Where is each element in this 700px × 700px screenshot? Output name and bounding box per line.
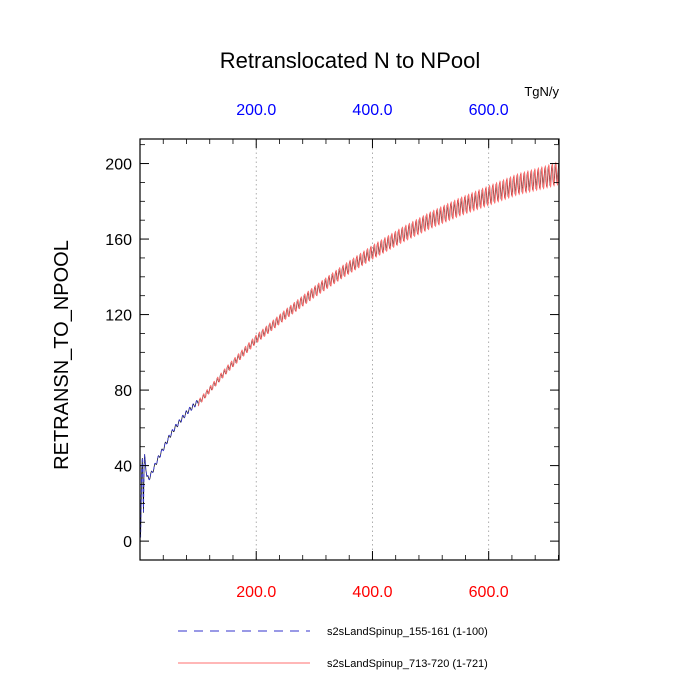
plot-frame	[139, 138, 560, 561]
series-layer	[140, 161, 560, 538]
legend-label-0: s2sLandSpinup_155-161 (1-100)	[327, 626, 488, 638]
y-axis-label: RETRANSN_TO_NPOOL	[51, 240, 73, 470]
legend: s2sLandSpinup_155-161 (1-100) s2sLandSpin…	[178, 626, 488, 670]
x-tick-label-bottom-2: 600.0	[469, 584, 509, 601]
y-tick-label-4: 160	[105, 232, 132, 249]
x-tick-label-top-2: 600.0	[469, 102, 509, 119]
x-tick-label-top-1: 400.0	[352, 102, 392, 119]
legend-label-1: s2sLandSpinup_713-720 (1-721)	[327, 658, 488, 670]
axis-ticks: 0 40 80 120 160 200 200.0 200.0 400.0 400.0 600.0 6…	[105, 102, 559, 601]
series-black-line-early	[140, 400, 199, 538]
chart-title: Retranslocated N to NPool	[220, 48, 480, 73]
y-tick-label-3: 120	[105, 308, 132, 325]
y-tick-label-2: 80	[114, 383, 132, 400]
x-tick-label-top-0: 200.0	[236, 102, 276, 119]
series-line-155-161	[140, 400, 199, 538]
x-tick-label-bottom-1: 400.0	[352, 584, 392, 601]
series-line-713-720	[197, 161, 560, 407]
y-tick-label-0: 0	[123, 534, 132, 551]
units-label: TgN/y	[524, 84, 559, 99]
y-tick-label-1: 40	[114, 459, 132, 476]
y-tick-label-5: 200	[105, 157, 132, 174]
x-tick-label-bottom-0: 200.0	[236, 584, 276, 601]
